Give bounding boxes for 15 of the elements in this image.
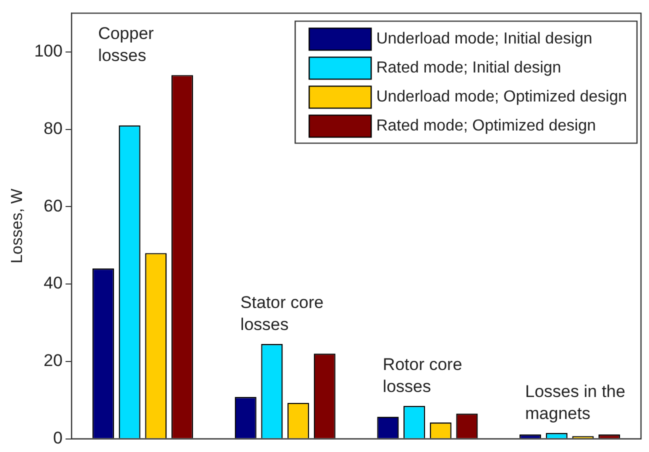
y-tick-label: 0 bbox=[53, 428, 63, 448]
y-tick-label: 80 bbox=[44, 118, 63, 138]
annotation: Stator core losses bbox=[240, 293, 324, 334]
legend-label: Underload mode; Initial design bbox=[376, 30, 592, 48]
y-axis-title: Losses, W bbox=[9, 188, 26, 264]
legend-label: Rated mode; Optimized design bbox=[376, 118, 596, 135]
annotation: Rotor core losses bbox=[382, 354, 462, 396]
legend-label: Rated mode; Initial design bbox=[376, 60, 562, 77]
y-tick-label: 20 bbox=[44, 351, 63, 370]
y-tick-label: 60 bbox=[44, 196, 63, 216]
y-tick-label: 40 bbox=[44, 274, 63, 293]
legend-label: Underload mode; Optimized design bbox=[376, 88, 628, 106]
y-tick-label: 100 bbox=[34, 42, 63, 61]
annotation: Losses in the magnets bbox=[525, 382, 626, 423]
annotation: Copper losses bbox=[98, 24, 154, 66]
